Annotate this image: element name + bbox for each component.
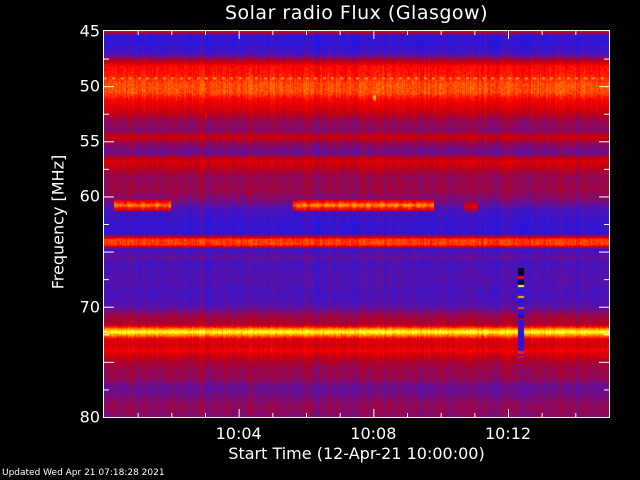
spectrogram-heatmap [104, 31, 609, 417]
spectrogram-plot [104, 31, 609, 417]
updated-timestamp: Updated Wed Apr 21 07:18:28 2021 [2, 468, 165, 478]
y-tick-label-55: 55 [79, 131, 100, 151]
x-tick-label-1012: 10:12 [484, 424, 532, 443]
y-tick-label-60: 60 [79, 186, 100, 206]
x-axis-label: Start Time (12-Apr-21 10:00:00) [228, 444, 485, 463]
y-tick-label-45: 45 [79, 21, 100, 41]
y-tick-label-50: 50 [79, 76, 100, 96]
x-tick-label-1004: 10:04 [215, 424, 262, 443]
y-tick-label-70: 70 [79, 297, 100, 317]
y-tick-label-80: 80 [79, 407, 100, 427]
x-tick-label-1008: 10:08 [350, 424, 397, 443]
plot-frame [103, 30, 610, 418]
chart-title: Solar radio Flux (Glasgow) [224, 2, 489, 24]
